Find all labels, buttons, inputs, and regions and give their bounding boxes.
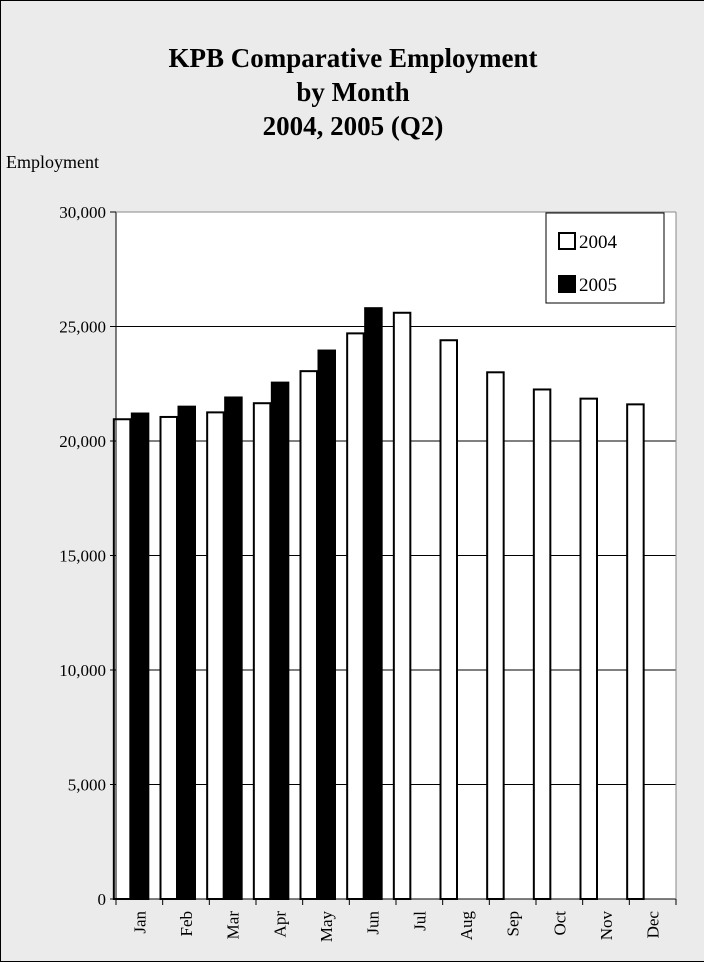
x-tick-label-jun: Jun [364, 911, 383, 935]
bar-2004-mar [206, 411, 225, 900]
x-tick-label-apr: Apr [270, 911, 289, 938]
y-tick-label: 20,000 [59, 432, 106, 451]
bar-2004-sep [486, 371, 505, 900]
x-tick-label-nov: Nov [597, 911, 616, 941]
bar-2004-dec [626, 403, 645, 900]
bar-2005-mar [224, 396, 243, 900]
y-axis-label: Employment [6, 152, 99, 172]
bar-2005-jan [130, 412, 150, 900]
bar-2004-may [299, 370, 318, 900]
legend-label-2005: 2005 [579, 275, 617, 296]
x-tick-label-feb: Feb [177, 911, 196, 937]
bar-2005-jun [364, 307, 383, 900]
y-tick-label: 25,000 [59, 318, 106, 337]
bar-2004-aug [439, 339, 458, 900]
x-tick-label-oct: Oct [550, 911, 569, 936]
legend-swatch-2004 [558, 232, 576, 250]
y-tick-label: 10,000 [59, 661, 106, 680]
y-tick-label: 15,000 [59, 547, 106, 566]
chart-title-line-3: 2004, 2005 (Q2) [262, 111, 444, 141]
y-tick-label: 5,000 [68, 776, 106, 795]
bar-2004-jul [392, 311, 412, 900]
legend-swatch-2005 [558, 275, 576, 293]
x-tick-label-jan: Jan [130, 911, 149, 934]
y-tick-label: 0 [98, 890, 107, 909]
chart-title-line-1: KPB Comparative Employment [168, 43, 538, 73]
x-tick-label-dec: Dec [644, 911, 663, 939]
bar-2004-nov [579, 397, 598, 900]
x-tick-label-may: May [317, 911, 336, 943]
x-tick-label-aug: Aug [457, 911, 476, 941]
legend-label-2004: 2004 [579, 232, 618, 253]
bar-2004-oct [532, 388, 552, 900]
x-tick-label-mar: Mar [224, 911, 243, 940]
bar-2004-jun [346, 332, 365, 900]
bar-2004-feb [159, 415, 178, 900]
x-tick-label-jul: Jul [410, 911, 429, 931]
bar-2005-may [317, 349, 336, 901]
y-tick-label: 30,000 [59, 203, 106, 222]
bar-2005-apr [270, 381, 290, 901]
bar-2005-feb [177, 405, 196, 900]
chart-title-line-2: by Month [296, 77, 410, 107]
bar-2004-apr [252, 402, 272, 900]
x-tick-label-sep: Sep [504, 911, 523, 937]
